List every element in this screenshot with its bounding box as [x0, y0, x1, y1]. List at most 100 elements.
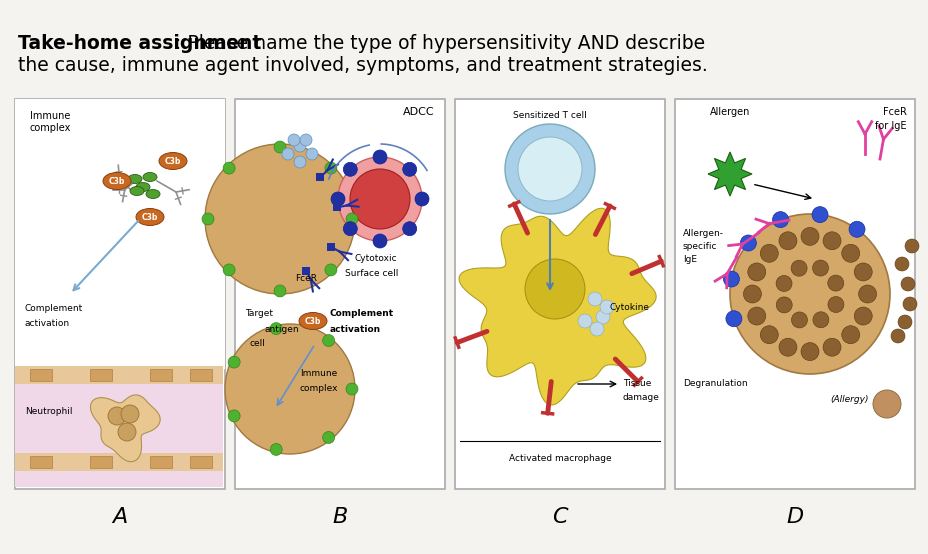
- Circle shape: [274, 141, 286, 153]
- Circle shape: [270, 322, 282, 335]
- Circle shape: [841, 326, 858, 343]
- Circle shape: [274, 285, 286, 297]
- Text: complex: complex: [30, 123, 71, 133]
- Circle shape: [524, 259, 585, 319]
- Circle shape: [223, 162, 235, 174]
- Circle shape: [300, 134, 312, 146]
- Text: FceR: FceR: [883, 107, 906, 117]
- Bar: [316, 173, 324, 181]
- Circle shape: [325, 162, 337, 174]
- Circle shape: [577, 314, 591, 328]
- Text: Cytotoxic: Cytotoxic: [354, 254, 397, 263]
- Circle shape: [897, 315, 911, 329]
- Circle shape: [772, 212, 788, 228]
- Circle shape: [201, 213, 213, 225]
- Circle shape: [827, 275, 843, 291]
- Circle shape: [759, 244, 778, 262]
- Text: : Please name the type of hypersensitivity AND describe: : Please name the type of hypersensitivi…: [174, 34, 704, 53]
- Circle shape: [776, 297, 792, 313]
- Circle shape: [800, 227, 818, 245]
- Bar: [332, 203, 341, 212]
- Circle shape: [373, 234, 387, 248]
- Bar: [149, 369, 172, 381]
- Circle shape: [330, 192, 344, 206]
- Text: activation: activation: [329, 325, 380, 334]
- Circle shape: [322, 335, 334, 346]
- Polygon shape: [458, 208, 655, 405]
- Circle shape: [742, 285, 761, 303]
- Circle shape: [778, 338, 796, 356]
- Circle shape: [723, 271, 739, 287]
- Circle shape: [587, 292, 601, 306]
- Circle shape: [596, 310, 610, 324]
- Text: specific: specific: [682, 242, 716, 251]
- Text: complex: complex: [300, 384, 338, 393]
- Text: Immune: Immune: [30, 111, 71, 121]
- Circle shape: [848, 221, 864, 237]
- Text: Neutrophil: Neutrophil: [25, 407, 72, 416]
- Text: for IgE: for IgE: [874, 121, 906, 131]
- Ellipse shape: [103, 172, 131, 189]
- Bar: [90, 456, 112, 468]
- Text: Sensitized T cell: Sensitized T cell: [512, 111, 586, 120]
- Circle shape: [118, 423, 135, 441]
- Ellipse shape: [143, 172, 157, 182]
- Circle shape: [223, 264, 235, 276]
- Text: activation: activation: [25, 319, 70, 328]
- Bar: [235, 99, 445, 489]
- Text: C3b: C3b: [109, 177, 125, 186]
- Ellipse shape: [146, 189, 160, 198]
- Circle shape: [827, 296, 843, 312]
- Ellipse shape: [159, 152, 187, 170]
- Circle shape: [900, 277, 914, 291]
- Circle shape: [800, 342, 818, 361]
- Text: D: D: [786, 507, 803, 527]
- Text: (Allergy): (Allergy): [829, 394, 868, 403]
- Circle shape: [288, 134, 300, 146]
- Circle shape: [343, 222, 357, 235]
- Ellipse shape: [128, 175, 142, 183]
- Circle shape: [791, 312, 806, 328]
- Text: Activated macrophage: Activated macrophage: [509, 454, 611, 463]
- Bar: [15, 99, 225, 489]
- Circle shape: [108, 407, 126, 425]
- Circle shape: [775, 275, 792, 291]
- Circle shape: [890, 329, 904, 343]
- Circle shape: [599, 300, 613, 314]
- Circle shape: [857, 285, 876, 303]
- Circle shape: [121, 405, 139, 423]
- Circle shape: [415, 192, 429, 206]
- Circle shape: [811, 207, 827, 223]
- Bar: [302, 266, 310, 275]
- Circle shape: [872, 390, 900, 418]
- Text: FceR: FceR: [295, 274, 316, 283]
- Circle shape: [322, 432, 334, 443]
- Circle shape: [338, 157, 421, 241]
- Circle shape: [902, 297, 916, 311]
- Bar: [90, 369, 112, 381]
- Text: Complement: Complement: [25, 304, 84, 313]
- Circle shape: [822, 232, 840, 250]
- Bar: [675, 99, 914, 489]
- Text: C3b: C3b: [142, 213, 158, 222]
- Text: C3b: C3b: [164, 156, 181, 166]
- Circle shape: [305, 148, 317, 160]
- Bar: [15, 453, 223, 471]
- Circle shape: [853, 307, 871, 325]
- Text: Degranulation: Degranulation: [682, 379, 747, 388]
- Circle shape: [345, 213, 357, 225]
- Text: Take-home assignment: Take-home assignment: [18, 34, 261, 53]
- Circle shape: [725, 311, 741, 327]
- Text: Allergen-: Allergen-: [682, 229, 723, 238]
- Text: Allergen: Allergen: [709, 107, 750, 117]
- Bar: [15, 99, 225, 369]
- Text: Surface cell: Surface cell: [344, 269, 398, 278]
- Circle shape: [228, 410, 239, 422]
- Ellipse shape: [135, 182, 149, 192]
- Circle shape: [904, 239, 918, 253]
- Circle shape: [759, 326, 778, 343]
- Text: Tissue: Tissue: [623, 379, 651, 388]
- Circle shape: [747, 263, 765, 281]
- Bar: [455, 99, 664, 489]
- Text: C: C: [551, 507, 567, 527]
